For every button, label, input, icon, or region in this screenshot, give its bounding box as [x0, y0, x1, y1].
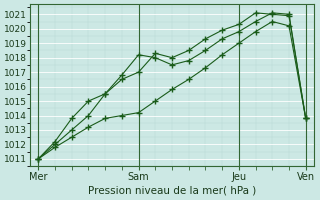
X-axis label: Pression niveau de la mer( hPa ): Pression niveau de la mer( hPa )	[88, 186, 256, 196]
